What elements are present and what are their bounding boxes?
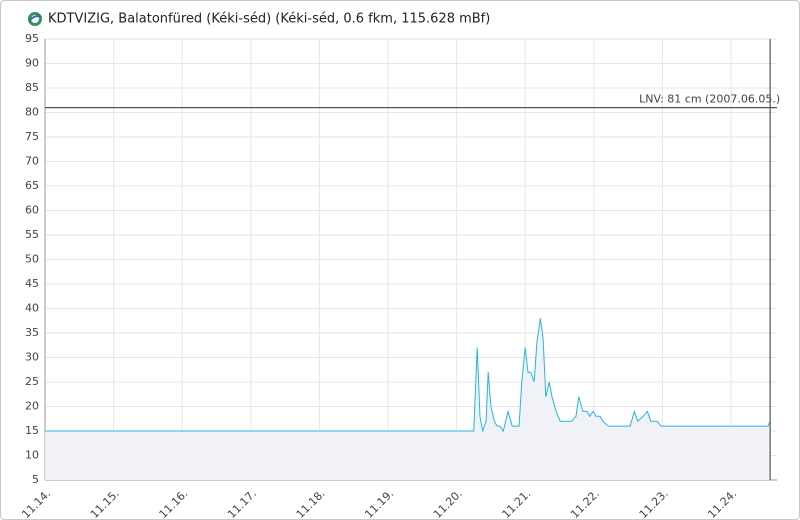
y-tick-label: 70 (25, 155, 39, 168)
y-tick-label: 55 (25, 228, 39, 241)
reference-label: LNV: 81 cm (2007.06.05.) (639, 93, 780, 106)
area (45, 318, 771, 480)
chart-title: KDTVIZIG, Balatonfüred (Kéki-séd) (Kéki-… (48, 12, 490, 27)
y-tick-label: 90 (25, 57, 39, 70)
y-tick-label: 25 (25, 375, 39, 388)
y-tick-label: 60 (25, 204, 39, 217)
y-tick-label: 35 (25, 326, 39, 339)
y-tick-label: 40 (25, 302, 39, 315)
y-tick-label: 50 (25, 253, 39, 266)
y-tick-label: 65 (25, 179, 39, 192)
y-tick-label: 15 (25, 424, 39, 437)
y-tick-label: 85 (25, 81, 39, 94)
line (45, 318, 771, 433)
y-tick-label: 20 (25, 400, 39, 413)
y-tick-label: 30 (25, 351, 39, 364)
y-tick-label: 10 (25, 449, 39, 462)
y-tick-label: 75 (25, 130, 39, 143)
y-tick-label: 5 (32, 473, 39, 486)
logo (28, 12, 42, 26)
y-tick-label: 95 (25, 32, 39, 45)
y-tick-label: 80 (25, 106, 39, 119)
y-tick-label: 45 (25, 277, 39, 290)
